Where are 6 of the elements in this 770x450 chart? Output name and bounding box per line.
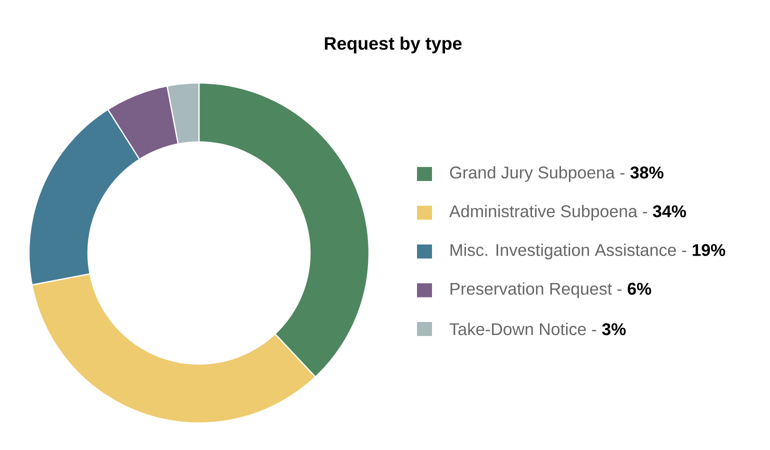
chart-title: Request by type	[324, 36, 462, 54]
legend-label: Grand Jury Subpoena - 38%	[450, 166, 664, 182]
legend-label: Preservation Request - 6%	[450, 282, 652, 298]
legend-label: Misc. Investigation Assistance - 19%	[450, 244, 726, 260]
legend-label: Administrative Subpoena - 34%	[449, 204, 686, 221]
legend-label: Take-Down Notice - 3%	[450, 322, 626, 336]
